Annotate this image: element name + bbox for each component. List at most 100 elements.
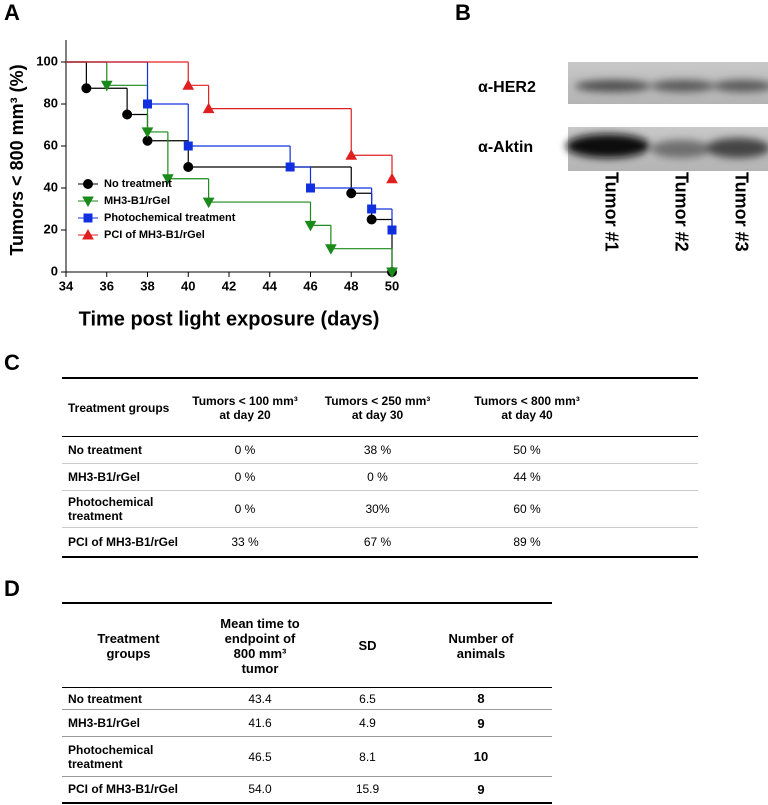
header-text: Tumors < 100 mm³: [192, 393, 298, 408]
cell: 67 %: [305, 527, 450, 557]
cell: 38 %: [305, 436, 450, 464]
header-text: 800 mm³: [233, 645, 287, 661]
cell: 50 %: [450, 436, 698, 464]
marker: [100, 80, 113, 92]
cell: 41.6: [195, 709, 325, 737]
header-row: Treatment groups Mean time to endpoint of 80…: [62, 603, 552, 688]
cell: 4.9: [325, 709, 410, 737]
legend-marker: [83, 179, 93, 189]
header-cell: Mean time to endpoint of 800 mm³ tumor: [195, 603, 325, 688]
x-tick-label: 34: [59, 278, 74, 293]
header-cell: Tumors < 100 mm³ at day 20: [185, 378, 305, 437]
cell: MH3-B1/rGel: [62, 463, 185, 491]
marker: [306, 183, 315, 193]
cell: 9: [410, 709, 552, 737]
header-cell: Tumors < 800 mm³ at day 40: [450, 378, 698, 437]
header-text: Treatment groups: [68, 400, 170, 415]
cell: 8.1: [325, 736, 410, 777]
cell: PCI of MH3-B1/rGel: [62, 776, 195, 803]
row: No treatment 43.4 6.5 8: [62, 687, 552, 710]
x-tick-label: 42: [222, 278, 236, 293]
marker: [183, 141, 193, 151]
header-text: at day 30: [351, 407, 404, 422]
marker: [367, 204, 377, 214]
cell: 89 %: [450, 527, 698, 557]
cell: 46.5: [195, 736, 325, 777]
cell: Photochemical treatment: [62, 490, 185, 528]
row: Photochemical treatment 46.5 8.1 10: [62, 736, 552, 777]
marker: [346, 188, 357, 199]
lane-label: Tumor #1: [601, 172, 621, 252]
header-cell: Treatment groups: [62, 378, 185, 437]
lane-label: Tumor #2: [671, 172, 691, 252]
chart: Tumors < 800 mm³ (%) Time post light exp…: [7, 40, 399, 330]
cell: 33 %: [185, 527, 305, 557]
marker: [81, 83, 92, 94]
legend-marker: [83, 213, 93, 223]
cell: 54.0: [195, 776, 325, 803]
header-text: at day 20: [219, 407, 271, 422]
marker: [202, 102, 215, 114]
y-tick-label: 60: [44, 137, 58, 152]
legend-label: No treatment: [104, 178, 172, 190]
marker: [345, 149, 358, 160]
marker: [325, 244, 337, 255]
marker: [285, 162, 295, 172]
marker: [183, 162, 194, 172]
cell: 43.4: [195, 687, 325, 710]
cell: 0 %: [305, 463, 450, 491]
cell: 0 %: [185, 436, 305, 464]
y-tick-label: 0: [51, 263, 58, 278]
marker: [366, 214, 377, 225]
header-cell: Tumors < 250 mm³ at day 30: [305, 378, 450, 437]
cell: MH3-B1/rGel: [62, 709, 195, 737]
header-text: groups: [106, 645, 151, 661]
cell: 44 %: [450, 463, 698, 491]
x-tick-label: 44: [263, 278, 278, 293]
cell: 0 %: [185, 490, 305, 528]
cell: 8: [410, 687, 552, 710]
x-tick-label: 38: [140, 278, 154, 293]
marker: [182, 79, 195, 90]
header-text: tumor: [241, 660, 279, 676]
table: Treatment groups Mean time to endpoint of 80…: [62, 602, 552, 804]
x-tick-label: 40: [181, 278, 195, 293]
y-tick-label: 80: [44, 95, 58, 110]
x-tick-label: 46: [303, 278, 317, 293]
header-text: Tumors < 800 mm³: [474, 393, 580, 408]
header-text: Mean time to: [220, 615, 300, 631]
cell: No treatment: [62, 436, 185, 464]
legend-marker: [82, 196, 94, 208]
header-text: Number of: [448, 630, 514, 646]
y-tick-label: 40: [44, 179, 58, 194]
cell: 60 %: [450, 490, 698, 528]
legend-label: MH3-B1/rGel: [104, 195, 170, 207]
legend-label: PCI of MH3-B1/rGel: [104, 229, 205, 241]
cell: 30%: [305, 490, 450, 528]
header-text: animals: [456, 645, 506, 661]
x-axis-label: Time post light exposure (days): [79, 308, 380, 330]
row: Photochemical treatment 0 % 30% 60 %: [62, 490, 698, 528]
cell: 0 %: [185, 463, 305, 491]
marker: [304, 220, 317, 232]
panel-label: D: [4, 576, 20, 601]
blot-row-label: α-HER2: [478, 79, 536, 96]
legend-marker: [82, 228, 94, 240]
marker: [202, 197, 215, 209]
marker: [387, 225, 397, 235]
panel-label: A: [4, 0, 20, 25]
header-cell: Number of animals: [410, 603, 552, 688]
x-tick-label: 48: [344, 278, 358, 293]
cell: PCI of MH3-B1/rGel: [62, 527, 185, 557]
header-text: endpoint of: [224, 630, 296, 646]
header-text: Treatment: [97, 630, 160, 646]
row: No treatment 0 % 38 % 50 %: [62, 436, 698, 464]
x-tick-label: 50: [385, 278, 399, 293]
legend-label: Photochemical treatment: [104, 212, 236, 224]
row: PCI of MH3-B1/rGel 54.0 15.9 9: [62, 776, 552, 803]
marker: [162, 174, 174, 185]
western-blot: α-HER2 α-Aktin Tumor #1 Tumor #2 Tumor #…: [478, 62, 768, 252]
cell: Photochemical treatment: [62, 736, 195, 777]
marker: [143, 99, 152, 109]
